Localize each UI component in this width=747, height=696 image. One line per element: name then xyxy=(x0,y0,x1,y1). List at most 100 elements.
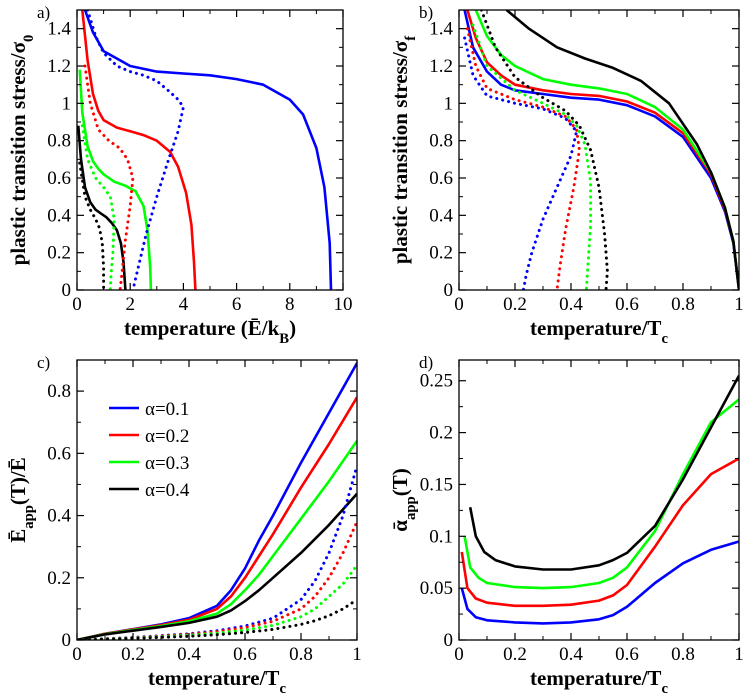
label-end: (T) xyxy=(388,468,412,496)
x-tick-label: 1 xyxy=(352,644,362,665)
label-sub: f xyxy=(403,35,419,41)
y-tick-label: 0.05 xyxy=(420,578,453,599)
x-tick-label: 4 xyxy=(179,294,189,315)
plot-frame xyxy=(76,9,344,291)
series-group xyxy=(463,10,739,290)
x-tick-label: 0.4 xyxy=(559,294,583,315)
series-line xyxy=(78,161,106,290)
series-line xyxy=(468,374,739,571)
y-tick-label: 0.1 xyxy=(429,526,453,547)
label-sub: 0 xyxy=(21,35,37,42)
series-line xyxy=(77,563,357,640)
label-sub: B xyxy=(279,331,289,347)
label-main: temperature (Ē/k xyxy=(124,316,280,340)
y-tick-label: 0.25 xyxy=(420,371,453,392)
series-line xyxy=(479,10,609,290)
x-tick-label: 0.6 xyxy=(615,644,639,665)
series-line xyxy=(80,124,116,290)
legend-entry: α=0.2 xyxy=(145,426,189,447)
y-tick-label: 0 xyxy=(444,280,454,301)
series-line xyxy=(77,520,357,640)
x-tick-label: 0 xyxy=(454,644,464,665)
series-line xyxy=(83,64,135,290)
series-line xyxy=(81,10,197,290)
y-tick-label: 1 xyxy=(62,93,72,114)
series-line xyxy=(83,10,333,290)
x-tick-label: 8 xyxy=(285,294,295,315)
panel-label: d) xyxy=(419,353,433,372)
x-tick-label: 1 xyxy=(734,644,744,665)
x-tick-label: 0.4 xyxy=(177,644,201,665)
legend-entry: α=0.1 xyxy=(145,399,189,420)
series-line xyxy=(77,492,357,640)
y-tick-label: 0 xyxy=(62,280,72,301)
y-axis-label: plastic transition stress/σ0 xyxy=(6,35,37,266)
series-line xyxy=(505,10,739,290)
y-tick-label: 1.2 xyxy=(47,56,71,77)
x-tick-label: 0.8 xyxy=(671,644,695,665)
label-main: plastic transition stress/σ xyxy=(388,40,412,264)
label-sub: c xyxy=(661,681,668,696)
x-tick-label: 0.8 xyxy=(289,644,313,665)
y-tick-label: 1.4 xyxy=(429,19,453,40)
label-sub: c xyxy=(661,331,668,347)
series-line xyxy=(77,598,357,640)
x-tick-label: 10 xyxy=(334,294,353,315)
panel-label: b) xyxy=(419,3,433,22)
x-tick-label: 0 xyxy=(72,644,82,665)
label-main: ᾱ xyxy=(388,520,412,532)
panel-label: c) xyxy=(37,353,50,372)
label-sub: app xyxy=(403,496,419,520)
x-tick-label: 1 xyxy=(734,294,744,315)
label-main: Ē xyxy=(6,529,30,543)
y-axis-label: Ēapp(T)/Ē xyxy=(6,457,37,543)
y-tick-label: 0.8 xyxy=(47,381,71,402)
y-tick-label: 0.2 xyxy=(429,243,453,264)
y-tick-label: 1.4 xyxy=(47,19,71,40)
label-main: plastic transition stress/σ xyxy=(6,41,30,265)
label-main: temperature/T xyxy=(530,666,661,690)
y-tick-label: 0.2 xyxy=(429,423,453,444)
series-line xyxy=(460,540,739,625)
y-tick-label: 0.4 xyxy=(47,506,71,527)
series-line xyxy=(463,398,739,590)
series-line xyxy=(77,125,127,290)
x-axis-label: temperature/Tc xyxy=(148,666,286,696)
label-sub: c xyxy=(279,681,286,696)
series-line xyxy=(463,36,579,290)
x-tick-label: 6 xyxy=(232,294,242,315)
y-tick-label: 0.4 xyxy=(47,205,71,226)
x-tick-label: 0.6 xyxy=(233,644,257,665)
panel-c: 0 0.2 0.4 0.6 0.8 1 0 0.2 0.4 0.6 0.8 c) temperature… xyxy=(6,353,362,696)
y-tick-label: 0.8 xyxy=(47,131,71,152)
x-axis-label: temperature/Tc xyxy=(530,316,668,347)
label-sub: app xyxy=(21,505,37,529)
y-axis-label: ᾱapp(T) xyxy=(388,468,419,531)
x-axis-label: temperature/Tc xyxy=(530,666,668,696)
x-tick-label: 0.8 xyxy=(671,294,695,315)
x-tick-label: 0.6 xyxy=(615,294,639,315)
label-end: ) xyxy=(289,316,296,340)
y-tick-label: 0.4 xyxy=(429,205,453,226)
y-tick-label: 0 xyxy=(62,630,72,651)
y-tick-label: 0.6 xyxy=(47,443,71,464)
x-tick-label: 0.4 xyxy=(559,644,583,665)
label-end: (T)/Ē xyxy=(6,457,30,505)
plot-frame xyxy=(458,359,740,641)
x-tick-label: 0.2 xyxy=(121,644,145,665)
y-axis-label: plastic transition stress/σf xyxy=(388,35,419,264)
legend: α=0.1 α=0.2 α=0.3 α=0.4 xyxy=(109,399,190,501)
panel-b: 0 0.2 0.4 0.6 0.8 1 0 0.2 0.4 0.6 0.8 1 1.2 1.4b) temp… xyxy=(388,3,744,347)
x-tick-label: 0.2 xyxy=(503,294,527,315)
y-tick-label: 1 xyxy=(444,93,454,114)
series-group xyxy=(77,362,357,640)
legend-entry: α=0.3 xyxy=(145,453,189,474)
series-group xyxy=(77,10,333,290)
y-tick-label: 1.2 xyxy=(429,56,453,77)
x-tick-label: 2 xyxy=(125,294,135,315)
y-tick-label: 0.8 xyxy=(429,131,453,152)
panel-a: 0 2 4 6 8 10 0 0.2 0.4 0.6 0.8 1 1.2 1.4a) temperature… xyxy=(6,3,353,347)
series-line xyxy=(466,10,739,290)
x-tick-label: 0 xyxy=(72,294,82,315)
